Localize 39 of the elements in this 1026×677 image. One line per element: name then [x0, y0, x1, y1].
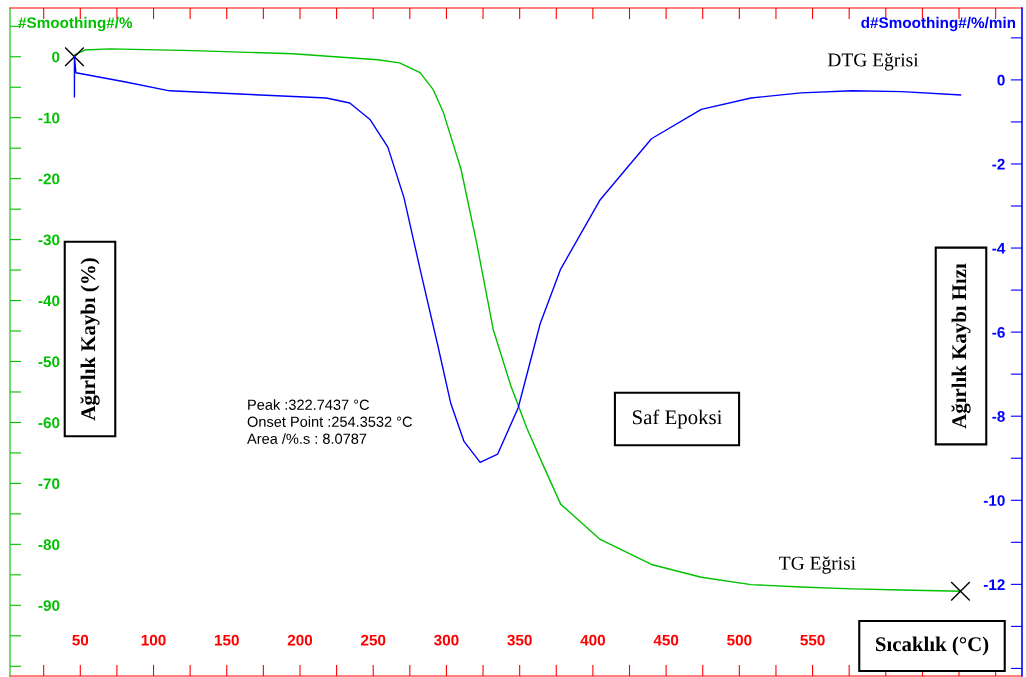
- annotation: Ağırlık Kaybı (%): [80, 258, 100, 421]
- x-tick-label: 150: [214, 634, 239, 646]
- annotation: Onset Point :254.3532 °C: [247, 416, 412, 427]
- annotation: Sıcaklık (°C): [875, 636, 989, 656]
- y2-tick-label: -10: [983, 495, 1005, 506]
- y-tick-label: -10: [38, 112, 60, 124]
- x-tick-label: 450: [653, 634, 679, 646]
- annotation: Peak :322.7437 °C: [248, 399, 370, 410]
- y-tick-label: 0: [52, 51, 60, 63]
- x-tick-label: 200: [287, 634, 313, 646]
- y-axis-title: #Smoothing#/%: [18, 16, 133, 32]
- x-tick-label: 250: [360, 634, 386, 646]
- y2-tick-label: -2: [992, 158, 1005, 170]
- y-tick-label: -70: [38, 478, 60, 490]
- x-tick-label: 100: [141, 634, 166, 646]
- y2-tick-label: -12: [983, 579, 1005, 590]
- x-tick-label: 350: [507, 634, 532, 646]
- y-tick-label: -50: [38, 356, 60, 368]
- y-tick-label: -90: [38, 600, 60, 611]
- x-tick-label: 550: [800, 634, 825, 646]
- x-tick-label: 50: [72, 634, 89, 646]
- x-tick-label: 400: [580, 634, 606, 646]
- y2-tick-label: -8: [992, 411, 1005, 422]
- y2-tick-label: -4: [992, 243, 1006, 254]
- y2-tick-label: -6: [992, 326, 1005, 338]
- y2-tick-label: 0: [997, 74, 1005, 86]
- series-label: DTG Eğrisi: [827, 53, 919, 71]
- series-label: TG Eğrisi: [779, 556, 856, 574]
- y-tick-label: -40: [38, 295, 60, 307]
- y-tick-label: -20: [38, 173, 60, 185]
- y2-axis-title: d#Smoothing#/%/min: [861, 16, 1016, 32]
- annotation: Saf Epoksi: [632, 409, 723, 429]
- y-tick-label: -60: [38, 417, 60, 429]
- y-tick-label: -30: [38, 234, 60, 246]
- annotation: Ağırlık Kaybı Hızı: [951, 263, 971, 429]
- annotation: Area /%.s : 8.0787: [247, 433, 367, 444]
- x-tick-label: 500: [727, 634, 752, 646]
- y-tick-label: -80: [38, 539, 60, 551]
- x-tick-label: 300: [434, 634, 459, 646]
